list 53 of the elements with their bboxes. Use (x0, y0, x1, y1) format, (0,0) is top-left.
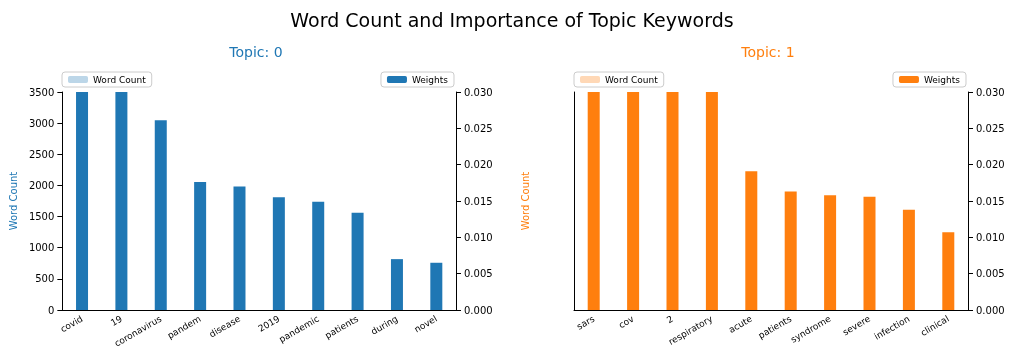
bar (824, 195, 837, 310)
bar (76, 92, 89, 310)
bar (351, 212, 364, 310)
bar (587, 92, 600, 310)
legend-label: Weights (411, 74, 449, 85)
x-tick-label: sars (575, 313, 597, 332)
y-tick-label: 0 (47, 304, 55, 316)
bar (863, 196, 876, 310)
y2-tick-label: 0.005 (976, 268, 1005, 280)
text: Word Count and Importance of Topic Keywords (290, 9, 734, 31)
y2-tick-label: 0.015 (464, 195, 493, 207)
bar (272, 197, 285, 310)
y2-tick-label: 0.020 (464, 159, 493, 171)
y2-tick-label: 0.010 (464, 231, 493, 243)
bar (154, 120, 167, 310)
x-tick-label: cov (616, 313, 637, 331)
y2-tick-label: 0.005 (464, 268, 493, 280)
y-axis-title: Word Count (519, 171, 531, 231)
bar (194, 182, 207, 310)
y-tick-label: 1500 (28, 211, 55, 223)
bar (390, 259, 403, 310)
y-tick-label: 1000 (28, 242, 55, 254)
y2-tick-label: 0.010 (976, 231, 1005, 243)
y2-tick-label: 0.000 (976, 304, 1005, 316)
y2-tick-label: 0.030 (464, 86, 493, 98)
bar (666, 92, 679, 310)
chart-title: Topic: 0 (228, 44, 283, 60)
bar (784, 191, 797, 310)
legend-label: Word Count (605, 74, 659, 85)
y-tick-label: 500 (35, 273, 55, 285)
bar (902, 209, 915, 310)
y2-tick-label: 0.015 (976, 195, 1005, 207)
bar (942, 232, 955, 310)
y2-tick-label: 0.030 (976, 86, 1005, 98)
bar (430, 262, 443, 310)
y-tick-label: 2000 (28, 179, 55, 191)
legend-label: Word Count (93, 74, 147, 85)
y2-tick-label: 0.025 (976, 122, 1005, 134)
bar (233, 186, 246, 310)
y-axis-title: Word Count (7, 171, 19, 231)
bar (705, 92, 718, 310)
y-tick-label: 3500 (28, 86, 55, 98)
bar (745, 171, 758, 310)
y2-tick-label: 0.020 (976, 159, 1005, 171)
bar (627, 92, 640, 310)
y-tick-label: 2500 (28, 148, 55, 160)
y2-tick-label: 0.025 (464, 122, 493, 134)
chart-title: Topic: 1 (740, 44, 795, 60)
bar (312, 201, 325, 310)
legend-label: Weights (923, 74, 961, 85)
y2-tick-label: 0.000 (464, 304, 493, 316)
bar (115, 92, 128, 310)
y-tick-label: 3000 (28, 117, 55, 129)
